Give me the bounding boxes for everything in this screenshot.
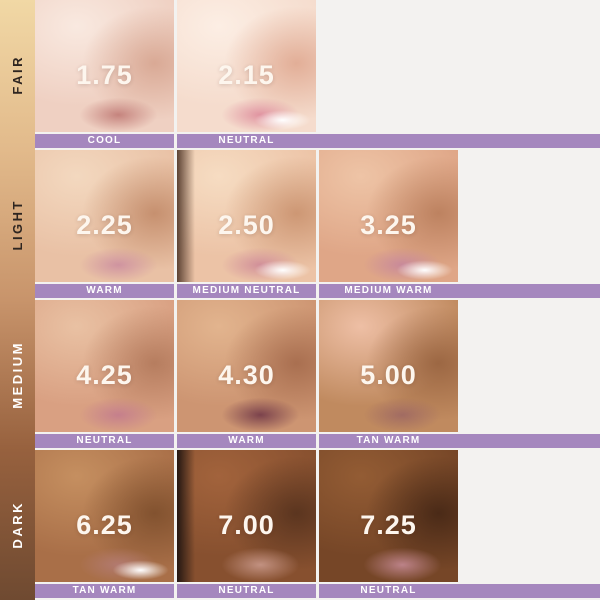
sidebar-label-fair: FAIR — [10, 55, 25, 95]
shade-number: 2.50 — [218, 210, 275, 240]
face-swatch-6-25: 6.25 — [35, 450, 174, 582]
undertone-label-medium-warm: MEDIUM WARM — [319, 284, 600, 298]
undertone-label-tan-warm: TAN WARM — [319, 434, 600, 448]
undertone-label-warm: WARM — [177, 434, 316, 448]
undertone-bar: TAN WARM NEUTRAL NEUTRAL — [35, 584, 600, 598]
undertone-label-tan-warm: TAN WARM — [35, 584, 174, 598]
sidebar-label-light: LIGHT — [10, 199, 25, 251]
shade-number: 4.30 — [218, 360, 275, 390]
sidebar-label-medium: MEDIUM — [10, 341, 25, 409]
face-tiles: 4.25 4.30 5.00 — [35, 300, 600, 432]
face-tiles: 2.25 2.50 3.25 — [35, 150, 600, 282]
shade-number: 4.25 — [76, 360, 133, 390]
shade-number: 5.00 — [360, 360, 417, 390]
sidebar-label-dark: DARK — [10, 501, 25, 549]
shade-number: 7.00 — [218, 510, 275, 540]
face-swatch-1-75: 1.75 — [35, 0, 174, 132]
face-swatch-2-50: 2.50 — [177, 150, 316, 282]
undertone-label-neutral: NEUTRAL — [35, 434, 174, 448]
undertone-label-neutral: NEUTRAL — [177, 584, 316, 598]
shade-row-light: 2.25 2.50 3.25 WARM MEDIUM NEUTRAL MEDIU… — [35, 150, 600, 300]
shade-number: 2.25 — [76, 210, 133, 240]
shade-row-medium: 4.25 4.30 5.00 NEUTRAL WARM TAN WARM — [35, 300, 600, 450]
undertone-label-neutral: NEUTRAL — [319, 584, 600, 598]
face-tiles: 1.75 2.15 — [35, 0, 600, 132]
face-swatch-2-25: 2.25 — [35, 150, 174, 282]
undertone-bar: WARM MEDIUM NEUTRAL MEDIUM WARM — [35, 284, 600, 298]
undertone-bar: COOL NEUTRAL — [35, 134, 600, 148]
depth-sidebar: FAIR LIGHT MEDIUM DARK — [0, 0, 35, 600]
shade-rows: 1.75 2.15 COOL NEUTRAL 2.25 2.50 — [35, 0, 600, 600]
undertone-label-cool: COOL — [35, 134, 174, 148]
face-swatch-7-00: 7.00 — [177, 450, 316, 582]
shade-number: 3.25 — [360, 210, 417, 240]
face-swatch-4-25: 4.25 — [35, 300, 174, 432]
undertone-label-medium-neutral: MEDIUM NEUTRAL — [177, 284, 316, 298]
face-swatch-7-25: 7.25 — [319, 450, 458, 582]
shade-number: 6.25 — [76, 510, 133, 540]
face-swatch-5-00: 5.00 — [319, 300, 458, 432]
undertone-bar: NEUTRAL WARM TAN WARM — [35, 434, 600, 448]
shade-number: 2.15 — [218, 60, 275, 90]
face-swatch-4-30: 4.30 — [177, 300, 316, 432]
face-swatch-3-25: 3.25 — [319, 150, 458, 282]
shade-number: 1.75 — [76, 60, 133, 90]
face-swatch-2-15: 2.15 — [177, 0, 316, 132]
undertone-label-warm: WARM — [35, 284, 174, 298]
face-tiles: 6.25 7.00 7.25 — [35, 450, 600, 582]
shade-row-fair: 1.75 2.15 COOL NEUTRAL — [35, 0, 600, 150]
shade-number: 7.25 — [360, 510, 417, 540]
undertone-label-neutral: NEUTRAL — [177, 134, 600, 148]
shade-row-dark: 6.25 7.00 7.25 TAN WARM NEUTRAL NEUTRAL — [35, 450, 600, 600]
